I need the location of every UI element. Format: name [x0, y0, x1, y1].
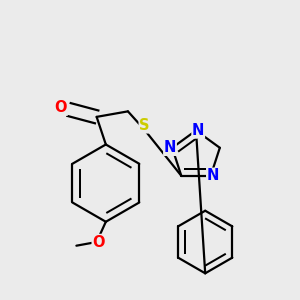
Text: N: N [207, 168, 219, 183]
Text: N: N [164, 140, 176, 155]
Text: N: N [192, 123, 204, 138]
Text: O: O [55, 100, 67, 115]
Text: S: S [139, 118, 150, 133]
Text: O: O [92, 235, 105, 250]
